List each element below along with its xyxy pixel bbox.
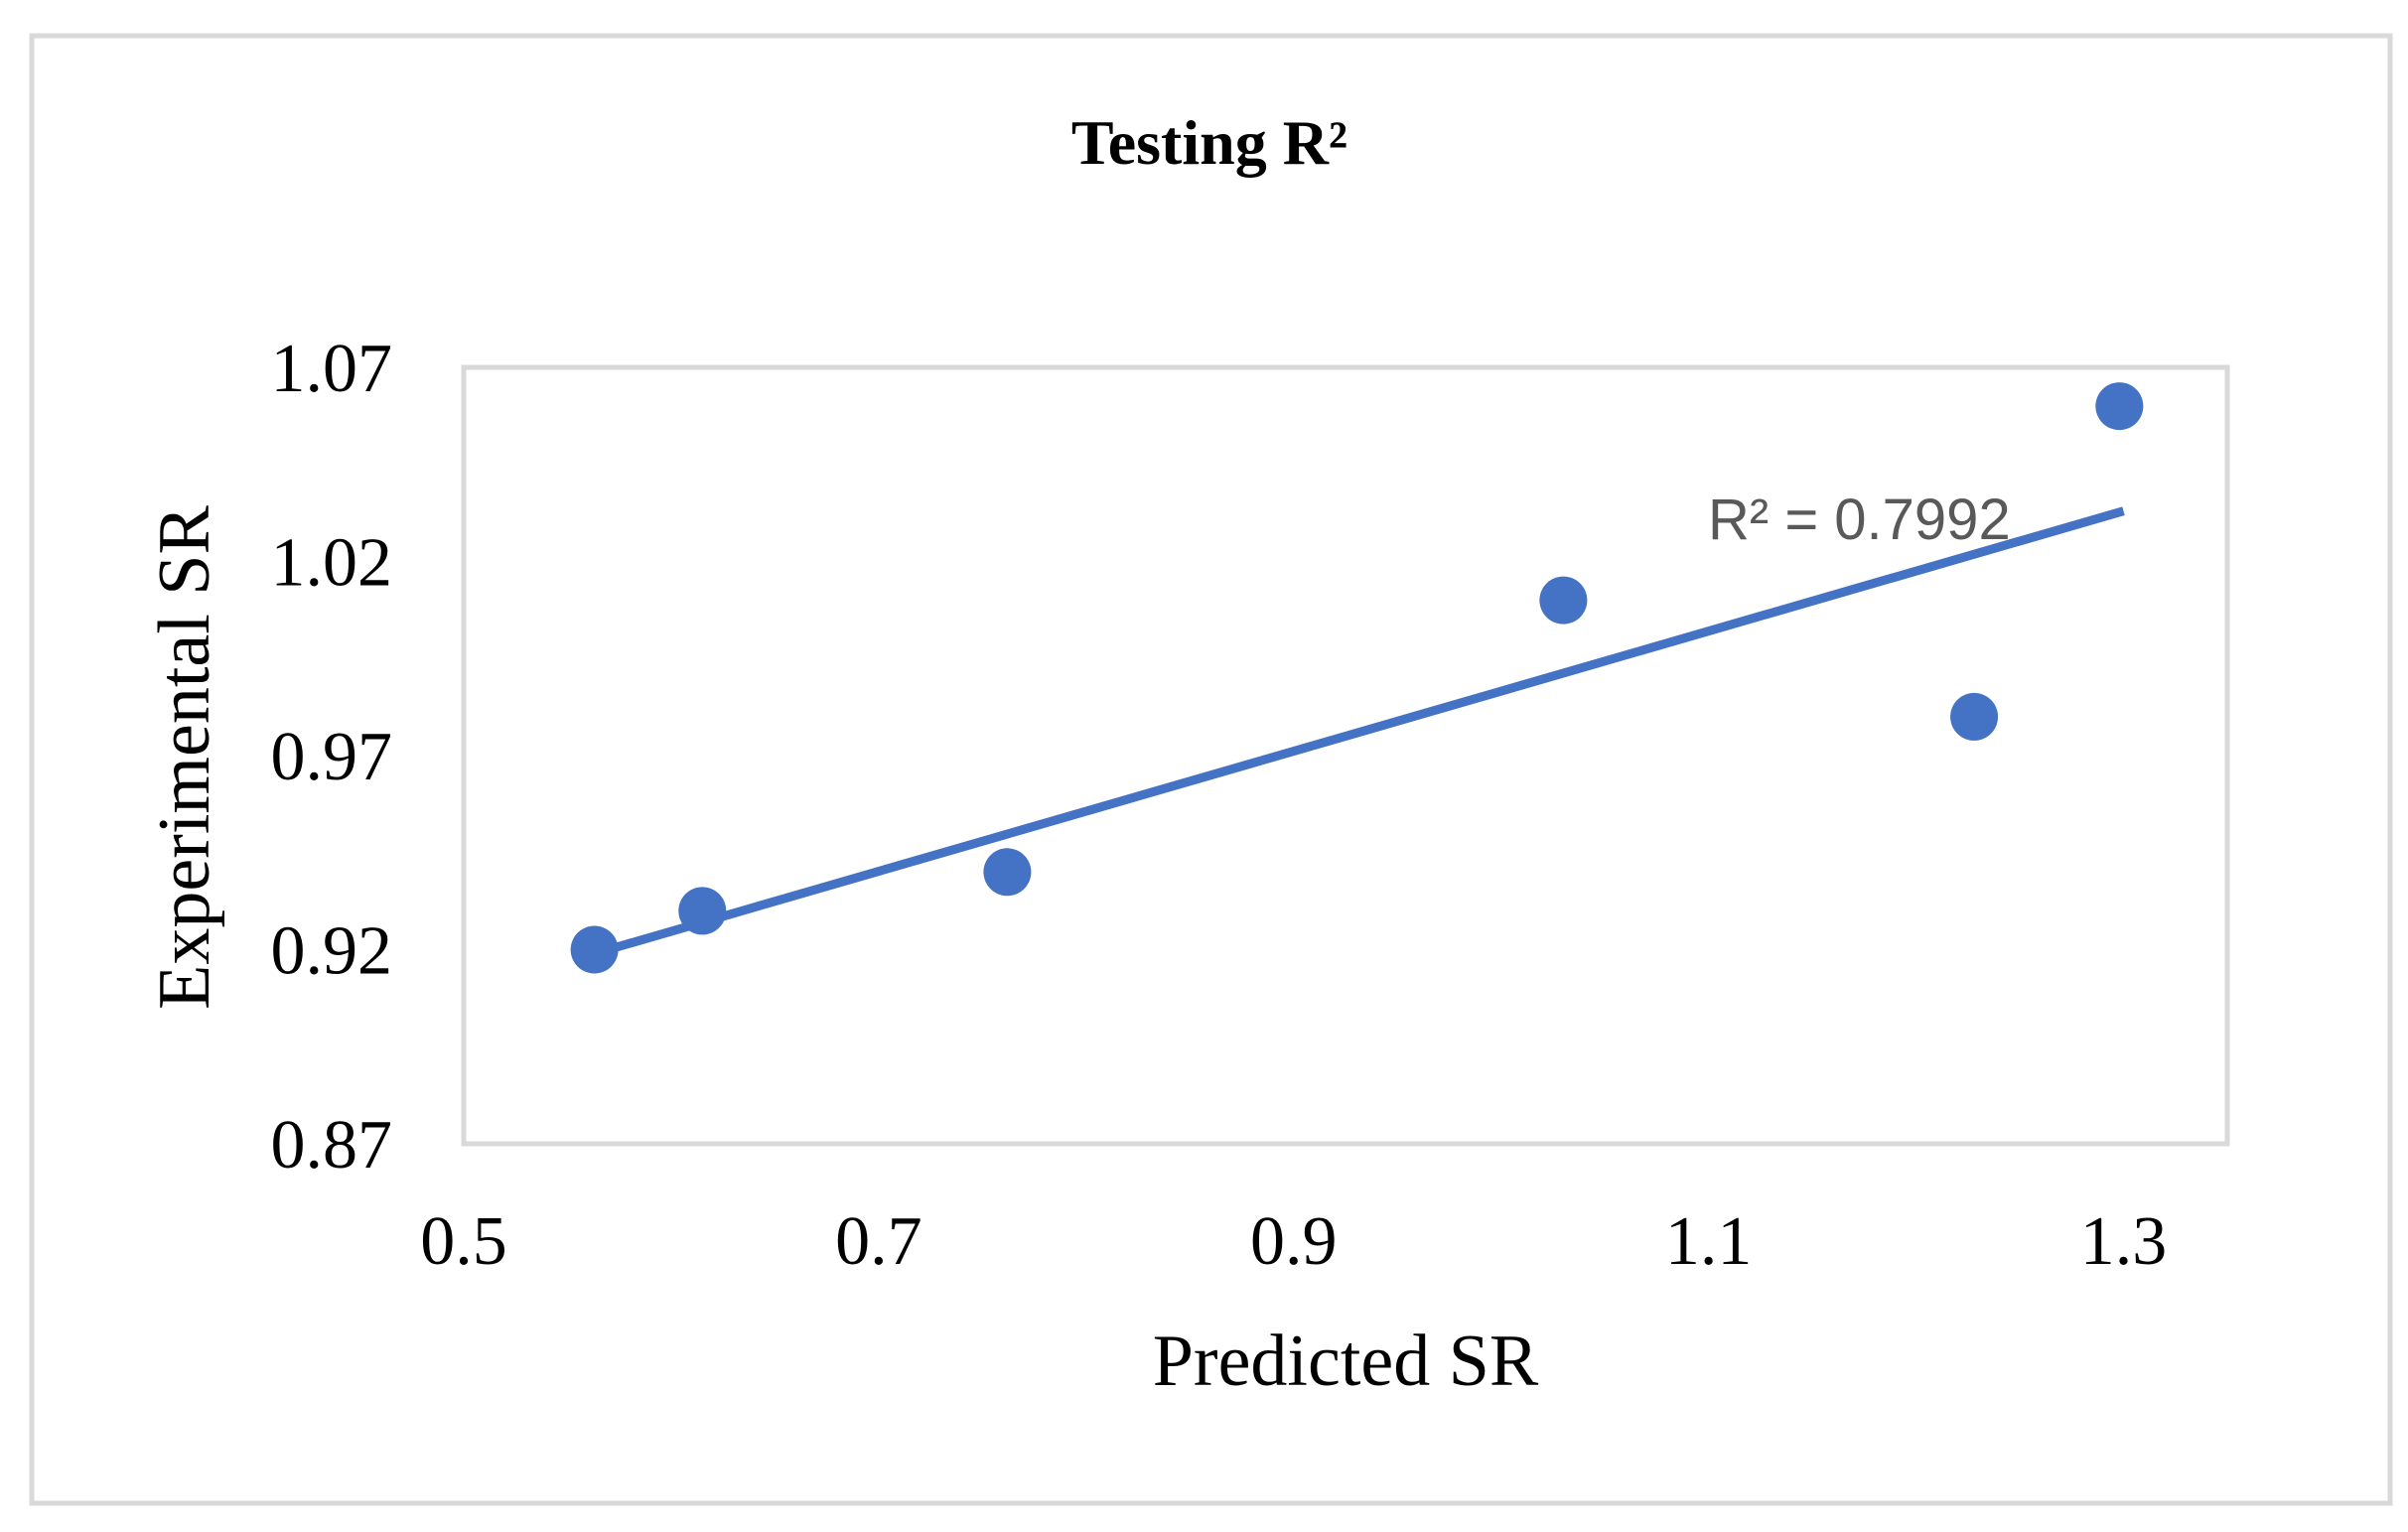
chart-title: Testing R² (1071, 107, 1347, 178)
y-tick-label: 0.92 (271, 913, 393, 990)
scatter-point (570, 925, 619, 974)
y-tick-label: 1.07 (271, 331, 393, 407)
trendline-group (593, 506, 2125, 958)
y-tick-label: 1.02 (271, 525, 393, 602)
x-tick-label: 0.9 (1250, 1203, 1338, 1280)
y-axis-title: Experimental SR (144, 505, 225, 1010)
data-points (570, 382, 2144, 974)
scatter-point (678, 887, 727, 935)
x-axis-tick-labels: 0.5 0.7 0.9 1.1 1.3 (420, 1203, 2167, 1280)
scatter-point (2095, 382, 2144, 431)
y-tick-label: 0.97 (271, 719, 393, 795)
y-tick-label: 0.87 (271, 1107, 393, 1184)
x-axis-title: Predicted SR (1153, 1321, 1539, 1402)
x-tick-label: 1.1 (1665, 1203, 1753, 1280)
y-axis-tick-labels: 0.87 0.92 0.97 1.02 1.07 (271, 331, 393, 1184)
scatter-point (1539, 576, 1588, 625)
x-tick-label: 0.7 (835, 1203, 922, 1280)
r-squared-label: R² = 0.7992 (1708, 487, 2011, 552)
plot-area-border (461, 364, 2230, 1147)
scatter-point (1950, 692, 1999, 741)
x-tick-label: 1.3 (2080, 1203, 2168, 1280)
scatter-point (983, 848, 1032, 897)
x-tick-label: 0.5 (420, 1203, 507, 1280)
linear-trendline (593, 506, 2125, 958)
chart-outer-border (29, 33, 2393, 1506)
